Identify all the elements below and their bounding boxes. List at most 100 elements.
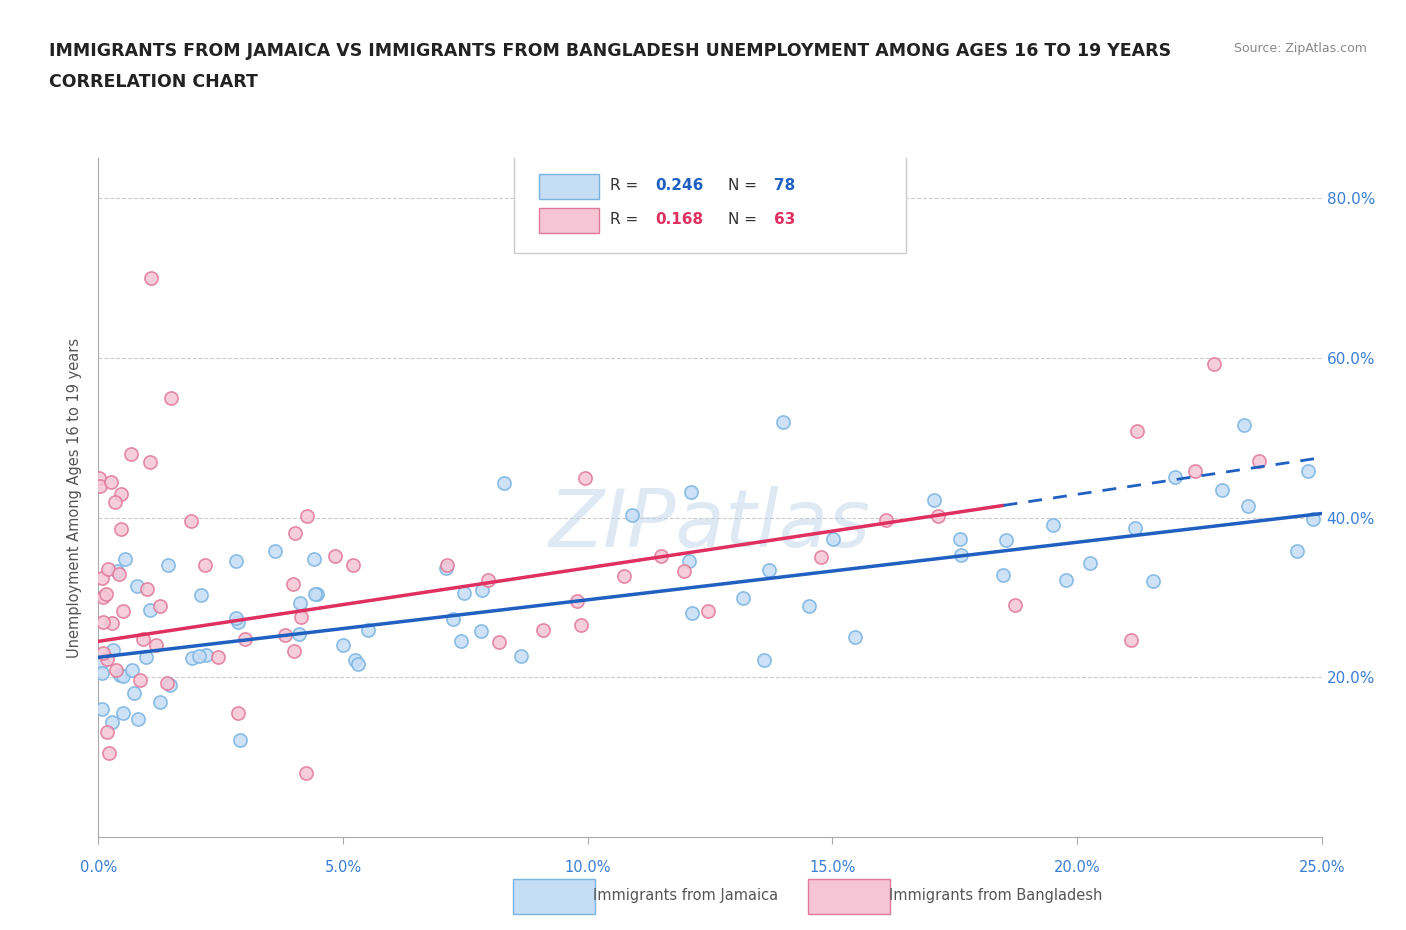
Point <box>357 622 380 637</box>
Point <box>187 649 209 664</box>
Point <box>443 611 465 626</box>
Text: Immigrants from Jamaica: Immigrants from Jamaica <box>593 887 779 903</box>
Text: CORRELATION CHART: CORRELATION CHART <box>49 73 259 90</box>
Point <box>114 551 136 566</box>
Point <box>180 513 202 528</box>
Point <box>194 558 217 573</box>
Point <box>228 706 250 721</box>
Point <box>104 494 127 509</box>
Point <box>110 522 132 537</box>
Point <box>1004 598 1026 613</box>
Text: Source: ZipAtlas.com: Source: ZipAtlas.com <box>1233 42 1367 55</box>
Point <box>673 564 696 578</box>
Text: 25.0%: 25.0% <box>1298 860 1346 875</box>
Point <box>1078 555 1101 570</box>
Point <box>1054 572 1077 587</box>
Point <box>302 552 325 567</box>
Point <box>1184 463 1206 478</box>
Point <box>149 599 172 614</box>
Point <box>125 578 148 593</box>
Point <box>922 493 945 508</box>
Point <box>225 553 247 568</box>
Point <box>122 685 145 700</box>
Point <box>991 567 1014 582</box>
Point <box>100 475 122 490</box>
Point <box>136 581 159 596</box>
Point <box>488 635 510 650</box>
Point <box>91 570 114 585</box>
Point <box>225 610 247 625</box>
Point <box>470 624 492 639</box>
Point <box>108 668 131 683</box>
Point <box>1164 470 1187 485</box>
Point <box>294 765 316 780</box>
Point <box>681 605 703 620</box>
Point <box>91 702 114 717</box>
Point <box>347 657 370 671</box>
Point <box>477 573 499 588</box>
Text: 78: 78 <box>773 179 794 193</box>
Point <box>342 558 364 573</box>
Point <box>281 577 304 591</box>
Text: 0.0%: 0.0% <box>80 860 117 875</box>
Point <box>195 648 218 663</box>
Point <box>228 615 250 630</box>
Text: ZIPatlas: ZIPatlas <box>548 485 872 564</box>
Point <box>111 604 134 618</box>
Point <box>157 558 180 573</box>
Point <box>91 590 114 604</box>
Point <box>1042 517 1064 532</box>
Point <box>307 587 329 602</box>
Point <box>149 694 172 709</box>
FancyBboxPatch shape <box>538 208 599 232</box>
Text: 5.0%: 5.0% <box>325 860 361 875</box>
Point <box>97 746 120 761</box>
Point <box>471 583 494 598</box>
Text: R =: R = <box>610 179 643 193</box>
Point <box>93 615 115 630</box>
Point <box>96 724 118 739</box>
Point <box>1233 418 1256 432</box>
Point <box>129 673 152 688</box>
Text: 63: 63 <box>773 212 794 227</box>
Point <box>752 652 775 667</box>
Point <box>1286 543 1309 558</box>
Point <box>450 633 472 648</box>
Point <box>90 665 112 680</box>
Point <box>111 706 134 721</box>
Point <box>283 644 305 658</box>
Point <box>574 471 596 485</box>
Point <box>295 509 318 524</box>
Point <box>159 391 181 405</box>
Point <box>453 586 475 601</box>
Point <box>613 568 636 583</box>
Point <box>284 525 307 540</box>
Point <box>145 637 167 652</box>
Point <box>110 486 132 501</box>
Point <box>1126 423 1149 438</box>
Point <box>875 512 897 527</box>
Point <box>288 627 311 642</box>
Point <box>288 595 311 610</box>
Point <box>1237 498 1260 513</box>
Point <box>650 548 672 563</box>
Point <box>434 561 457 576</box>
Text: N =: N = <box>728 179 762 193</box>
Point <box>139 454 162 469</box>
Point <box>155 676 177 691</box>
Point <box>1123 521 1146 536</box>
Point <box>97 562 120 577</box>
Text: 20.0%: 20.0% <box>1053 860 1101 875</box>
Point <box>679 485 702 499</box>
Point <box>758 563 780 578</box>
Point <box>565 593 588 608</box>
Point <box>772 414 794 429</box>
Point <box>105 564 128 578</box>
Point <box>678 553 700 568</box>
FancyBboxPatch shape <box>515 152 905 253</box>
Point <box>1296 464 1319 479</box>
Point <box>96 587 118 602</box>
Point <box>89 478 111 493</box>
Point <box>620 508 643 523</box>
Point <box>159 678 181 693</box>
